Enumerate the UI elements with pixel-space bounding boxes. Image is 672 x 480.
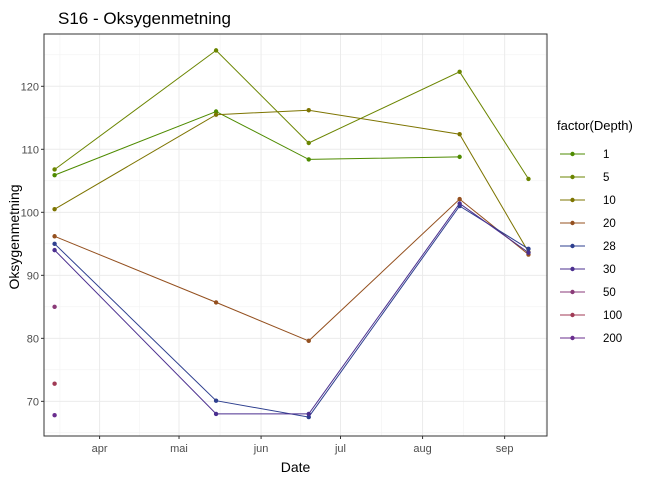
legend-key-point-10 bbox=[570, 197, 575, 203]
data-point-20 bbox=[213, 300, 219, 305]
legend-label-50: 50 bbox=[603, 287, 616, 299]
data-point-30 bbox=[213, 411, 219, 417]
x-tick-label: apr bbox=[92, 443, 108, 455]
data-point-30 bbox=[306, 411, 311, 417]
data-point-5 bbox=[213, 48, 219, 53]
data-point-200 bbox=[52, 413, 57, 418]
series-line-28 bbox=[54, 205, 529, 418]
legend-key-point-200 bbox=[570, 335, 575, 341]
data-point-10 bbox=[213, 112, 219, 117]
legend-label-100: 100 bbox=[603, 310, 622, 322]
data-point-50 bbox=[52, 304, 57, 310]
legend-key-point-28 bbox=[570, 243, 575, 249]
data-point-28 bbox=[526, 246, 531, 252]
data-point-28 bbox=[213, 398, 219, 403]
y-axis-title: Oksygenmetning bbox=[6, 184, 22, 289]
legend-key-point-100 bbox=[570, 312, 575, 318]
data-point-20 bbox=[52, 234, 57, 239]
series-line-30 bbox=[54, 202, 529, 415]
legend-label-5: 5 bbox=[603, 172, 609, 184]
x-tick-label: aug bbox=[413, 443, 431, 455]
x-tick-label: jul bbox=[334, 443, 346, 455]
data-point-30 bbox=[526, 250, 531, 255]
data-point-30 bbox=[457, 201, 462, 206]
series-line-1 bbox=[54, 110, 460, 176]
x-axis-title: Date bbox=[281, 459, 311, 475]
data-point-5 bbox=[526, 176, 531, 182]
data-point-10 bbox=[52, 206, 57, 212]
legend-label-1: 1 bbox=[603, 149, 609, 161]
legend-label-10: 10 bbox=[603, 195, 616, 207]
legend: factor(Depth) 1 5 10 20 28 30 50 100 200 bbox=[557, 118, 633, 345]
y-tick-label: 80 bbox=[27, 333, 39, 345]
y-tick-label: 110 bbox=[21, 144, 39, 156]
x-tick-label: mai bbox=[170, 443, 188, 455]
y-tick-label: 70 bbox=[27, 396, 39, 408]
y-tick-label: 90 bbox=[27, 270, 39, 282]
data-point-1 bbox=[457, 154, 462, 160]
data-point-28 bbox=[52, 241, 57, 247]
panel-border bbox=[43, 33, 548, 437]
data-point-5 bbox=[52, 167, 57, 172]
data-point-30 bbox=[52, 247, 57, 253]
y-tick-label: 100 bbox=[21, 207, 39, 219]
x-tick-label: jun bbox=[253, 443, 269, 455]
legend-key-point-1 bbox=[570, 151, 575, 157]
legend-label-28: 28 bbox=[603, 241, 616, 253]
plot-area: 70 80 90 100 110 120 apr mai jun jul aug sep bbox=[21, 33, 548, 455]
y-tick-label: 120 bbox=[21, 81, 39, 93]
data-point-10 bbox=[306, 108, 311, 113]
data-point-100 bbox=[52, 381, 57, 386]
chart-title: S16 - Oksygenmetning bbox=[58, 9, 231, 28]
legend-label-200: 200 bbox=[603, 333, 622, 345]
data-point-5 bbox=[457, 69, 462, 75]
data-point-20 bbox=[457, 196, 462, 202]
data-point-5 bbox=[306, 140, 311, 146]
legend-label-20: 20 bbox=[603, 218, 616, 230]
x-tick-label: sep bbox=[496, 443, 514, 455]
legend-key-point-5 bbox=[570, 174, 575, 180]
data-point-20 bbox=[306, 338, 311, 344]
data-point-1 bbox=[306, 157, 311, 162]
series-line-5 bbox=[54, 49, 529, 180]
legend-key-point-50 bbox=[570, 289, 575, 295]
data-point-1 bbox=[213, 109, 219, 114]
data-point-10 bbox=[457, 131, 462, 137]
legend-title: factor(Depth) bbox=[557, 118, 633, 133]
data-point-1 bbox=[52, 172, 57, 178]
legend-key-point-20 bbox=[570, 220, 575, 226]
series-line-20 bbox=[54, 198, 529, 342]
legend-key-point-30 bbox=[570, 266, 575, 272]
data-point-28 bbox=[306, 414, 311, 420]
legend-label-30: 30 bbox=[603, 264, 616, 276]
